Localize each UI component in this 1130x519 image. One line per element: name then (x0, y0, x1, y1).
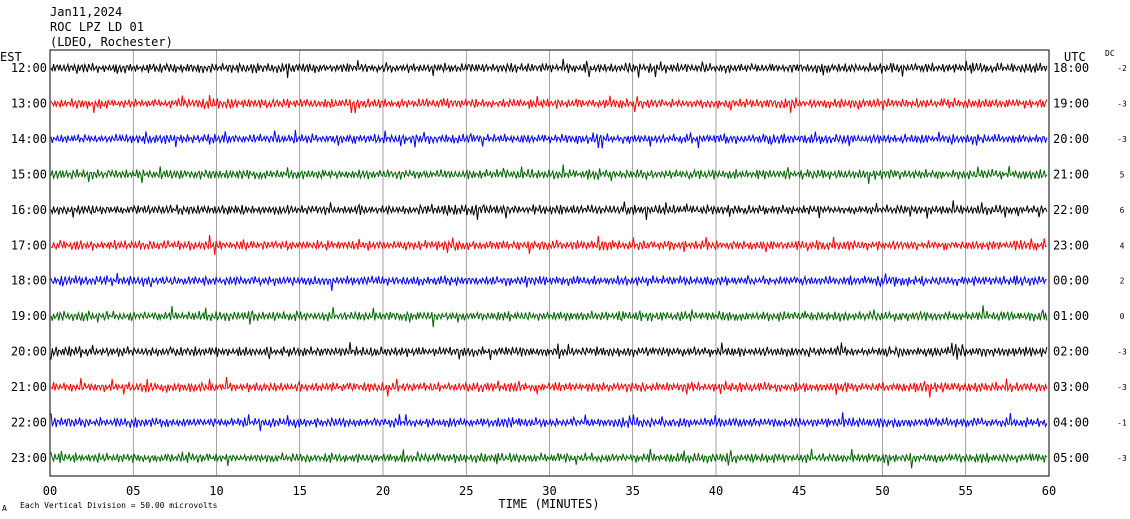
seismic-trace (50, 377, 1048, 398)
utc-time-label: 19:00 (1053, 96, 1089, 110)
utc-time-label: 03:00 (1053, 380, 1089, 394)
seismic-trace (50, 448, 1048, 469)
x-tick-label: 10 (209, 484, 223, 498)
utc-time-label: 21:00 (1053, 167, 1089, 181)
x-tick-label: 20 (376, 484, 390, 498)
header-date: Jan11,2024 (50, 5, 122, 19)
x-axis-title: TIME (MINUTES) (498, 497, 599, 511)
x-tick-label: 55 (959, 484, 973, 498)
x-tick-label: 35 (626, 484, 640, 498)
dc-offset-value: 0 (1120, 312, 1125, 321)
x-tick-label: 40 (709, 484, 723, 498)
seismic-trace (50, 305, 1048, 328)
utc-axis-label: UTC (1064, 50, 1086, 64)
dc-offset-value: -1 (1117, 419, 1127, 428)
utc-time-label: 23:00 (1053, 238, 1089, 252)
dc-offset-value: 2 (1120, 277, 1125, 286)
est-time-label: 19:00 (11, 309, 47, 323)
utc-time-label: 02:00 (1053, 345, 1089, 359)
seismic-traces (50, 58, 1048, 469)
seismic-trace (50, 272, 1047, 291)
est-time-label: 21:00 (11, 380, 47, 394)
est-time-label: 22:00 (11, 416, 47, 430)
grid-lines (132, 50, 967, 476)
est-time-label: 13:00 (11, 96, 47, 110)
seismic-trace (50, 200, 1048, 221)
x-tick-label: 25 (459, 484, 473, 498)
dc-offset-value: -3 (1117, 383, 1127, 392)
dc-offset-value: -2 (1117, 64, 1127, 73)
dc-offset-value: -3 (1117, 454, 1127, 463)
x-tick-label: 50 (875, 484, 889, 498)
seismic-trace (50, 164, 1048, 185)
est-time-label: 23:00 (11, 451, 47, 465)
utc-time-label: 18:00 (1053, 61, 1089, 75)
seismic-trace (50, 129, 1048, 149)
dc-offset-value: 6 (1120, 206, 1125, 215)
dc-label: DC (1105, 49, 1115, 58)
x-tick-label: 05 (126, 484, 140, 498)
scale-note: Each Vertical Division = 50.00 microvolt… (20, 501, 218, 510)
header-network: (LDEO, Rochester) (50, 35, 173, 49)
x-tick-label: 30 (542, 484, 556, 498)
dc-offset-value: -3 (1117, 99, 1127, 108)
est-time-label: 17:00 (11, 238, 47, 252)
seismic-trace (50, 58, 1048, 79)
row-labels: 12:00 18:00 -2 13:00 19:00 -3 14:00 20:00 -3 15:0… (11, 61, 1127, 465)
corner-mark: A (2, 504, 7, 513)
seismic-trace (50, 412, 1048, 432)
x-tick-labels: 00 05 10 15 20 25 30 35 40 45 50 55 60 (43, 484, 1056, 498)
utc-time-label: 00:00 (1053, 274, 1089, 288)
seismic-trace (50, 95, 1048, 114)
dc-offset-value: 5 (1120, 170, 1125, 179)
est-axis-label: EST (0, 50, 22, 64)
est-time-label: 12:00 (11, 61, 47, 75)
seismic-trace (50, 341, 1048, 361)
est-time-label: 15:00 (11, 167, 47, 181)
seismic-trace (51, 235, 1048, 255)
utc-time-label: 22:00 (1053, 203, 1089, 217)
header-station: ROC LPZ LD 01 (50, 20, 144, 34)
utc-time-label: 20:00 (1053, 132, 1089, 146)
utc-time-label: 04:00 (1053, 416, 1089, 430)
dc-offset-value: -3 (1117, 135, 1127, 144)
x-tick-label: 00 (43, 484, 57, 498)
est-time-label: 14:00 (11, 132, 47, 146)
x-tick-label: 60 (1042, 484, 1056, 498)
x-tick-label: 15 (293, 484, 307, 498)
utc-time-label: 05:00 (1053, 451, 1089, 465)
dc-offset-value: -3 (1117, 348, 1127, 357)
est-time-label: 18:00 (11, 274, 47, 288)
est-time-label: 20:00 (11, 345, 47, 359)
est-time-label: 16:00 (11, 203, 47, 217)
x-tick-label: 45 (792, 484, 806, 498)
dc-offset-value: 4 (1120, 241, 1125, 250)
utc-time-label: 01:00 (1053, 309, 1089, 323)
